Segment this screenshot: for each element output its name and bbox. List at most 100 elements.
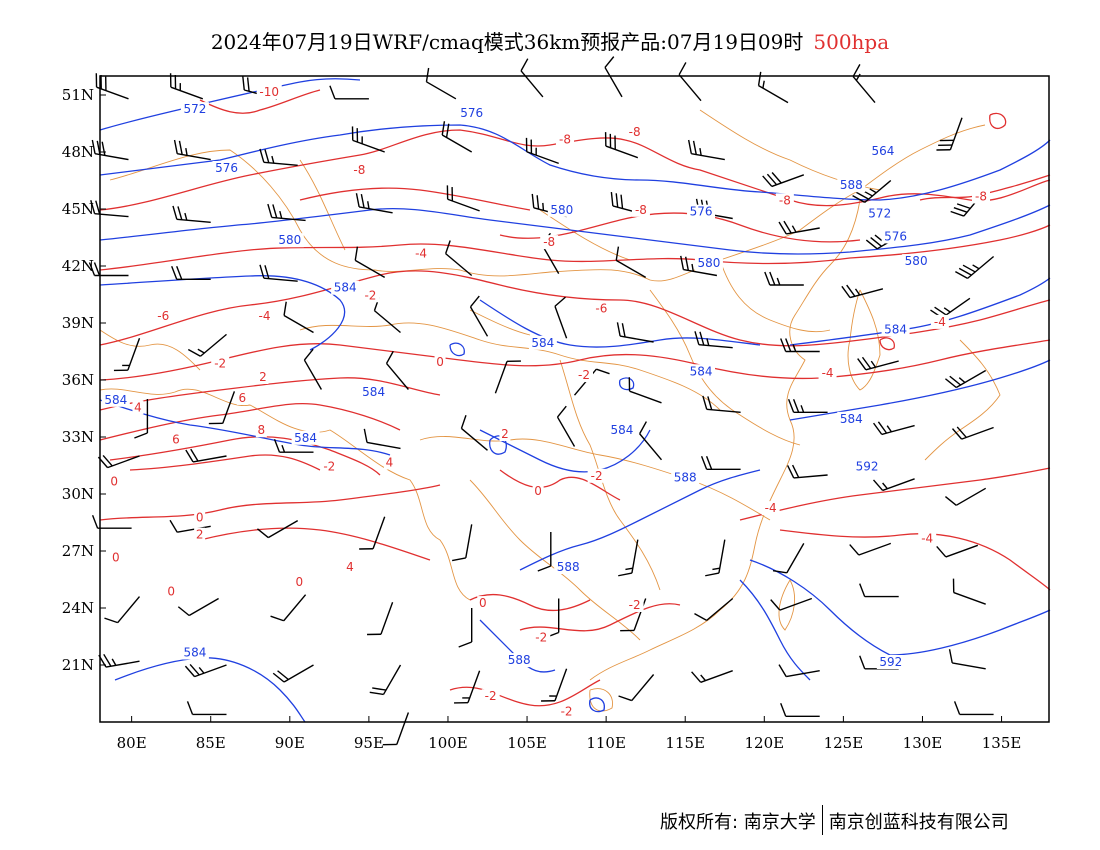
temperature-contour-label: -10: [259, 85, 279, 99]
height-label-bg: [212, 161, 241, 175]
temperature-contour-label: -4: [259, 309, 271, 323]
wind-barb: [762, 172, 805, 188]
lon-tick-label: 105E: [507, 734, 547, 752]
temp-contour-0: [99, 377, 441, 411]
height-contour-ring-2: [489, 435, 507, 455]
wind-barb: [113, 337, 141, 372]
temp-contour-minus2: [99, 339, 1051, 381]
footer: 版权所有: 南京大学 南京创蓝科技有限公司: [660, 805, 1009, 838]
wind-barb: [494, 360, 521, 394]
wind-barb: [259, 264, 298, 282]
temp-label-bg: [194, 510, 206, 525]
lat-tick-label: 27N: [62, 542, 94, 560]
province-lines-4: [559, 359, 661, 591]
wind-barb: [329, 85, 369, 100]
wind-barb: [171, 266, 211, 280]
latitude-axis: 51N 48N 45N 42N 39N 36N 33N 30N 27N 24N 21N: [62, 86, 106, 674]
wind-barb: [272, 664, 314, 683]
temp-label-bg: [170, 432, 182, 447]
wind-barb: [694, 331, 733, 349]
province-lines-2: [419, 436, 771, 521]
height-label-bg: [359, 385, 388, 400]
temp-contour-ring-ne: [989, 112, 1007, 129]
height-contour-label: 576: [460, 106, 483, 120]
wind-barb: [270, 594, 307, 622]
wind-barb: [639, 421, 663, 461]
temperature-contour-label: 0: [110, 475, 118, 489]
height-contour-label: 580: [697, 256, 720, 270]
temperature-contour-label: -4: [822, 366, 834, 380]
wind-barb: [852, 64, 876, 104]
temp-contour-minus2-sw: [449, 679, 601, 707]
height-contour-588: [519, 469, 761, 571]
temperature-contour-label: 0: [295, 575, 303, 589]
height-contour-label: 572: [868, 207, 891, 221]
temp-label-bg: [110, 550, 122, 565]
wind-barb: [872, 421, 915, 436]
temp-contour-minus2-s: [519, 603, 681, 632]
lat-tick-label: 51N: [62, 86, 94, 104]
temperature-contour-label: 8: [258, 423, 266, 437]
height-contour-572: [99, 78, 361, 131]
lat-tick-label: 36N: [62, 371, 94, 389]
wind-barb: [537, 532, 552, 572]
height-contour-584-sw: [99, 399, 391, 456]
height-label-bg: [331, 280, 360, 295]
temp-contour-0-south: [99, 484, 441, 521]
height-label-bg: [687, 364, 716, 379]
wind-barb: [772, 543, 805, 574]
pressure-level-label: 500hpa: [813, 30, 890, 54]
height-label-bg: [547, 202, 576, 217]
wind-barb: [841, 284, 884, 299]
height-contour-label: 584: [294, 431, 317, 445]
height-contour-580: [99, 204, 1051, 255]
temperature-contour-label: -6: [595, 302, 607, 316]
temperature-contour-label: -2: [591, 469, 603, 483]
lon-tick-label: 125E: [824, 734, 864, 752]
wind-barb: [554, 296, 568, 339]
height-contour-576: [99, 124, 1051, 201]
height-contour-label: 592: [856, 459, 879, 473]
wind-barb: [780, 338, 820, 353]
wind-barb: [382, 712, 410, 746]
height-label-bg: [876, 655, 905, 669]
temp-label-bg: [587, 468, 606, 483]
temp-label-bg: [574, 368, 593, 383]
temp-contour-minus4-east: [739, 467, 1051, 521]
wind-barb: [385, 350, 409, 390]
china-coast: [589, 199, 861, 681]
wind-barb: [451, 524, 473, 562]
temp-label-bg: [532, 630, 551, 645]
temp-label-bg: [257, 370, 269, 384]
height-contour-label: 576: [690, 205, 713, 219]
wind-barb: [936, 117, 963, 151]
temp-contour-minus8-mid: [499, 212, 861, 243]
wind-barb: [849, 542, 892, 556]
wind-barb: [444, 240, 473, 277]
wind-barb: [91, 514, 132, 529]
wind-barb: [187, 333, 227, 357]
wind-barb: [95, 73, 129, 100]
wind-barb: [770, 597, 813, 611]
temperature-contour-label: 4: [386, 456, 394, 470]
height-contour-label: 584: [610, 423, 633, 437]
height-contour-584-sw2: [114, 657, 306, 723]
temperature-contour-label: -8: [559, 133, 571, 147]
temperature-contour-label: 0: [534, 484, 542, 498]
height-contour-label: 584: [840, 412, 863, 426]
height-contour-label: 576: [884, 229, 907, 243]
temperature-contour-label: 6: [239, 391, 247, 405]
temp-label-bg: [775, 193, 794, 208]
height-contour-label: 588: [674, 471, 697, 485]
province-lines-5: [649, 289, 801, 446]
temp-label-bg: [165, 584, 177, 599]
wind-barb: [859, 583, 899, 598]
lat-tick-label: 21N: [62, 656, 94, 674]
wind-barb: [446, 185, 480, 212]
temp-label-bg: [557, 704, 576, 719]
temp-contour-ring-korea: [879, 337, 895, 351]
wind-barb: [355, 193, 393, 214]
wind-barb: [691, 670, 733, 683]
lon-tick-label: 130E: [903, 734, 943, 752]
height-contour-label: 584: [531, 336, 554, 350]
